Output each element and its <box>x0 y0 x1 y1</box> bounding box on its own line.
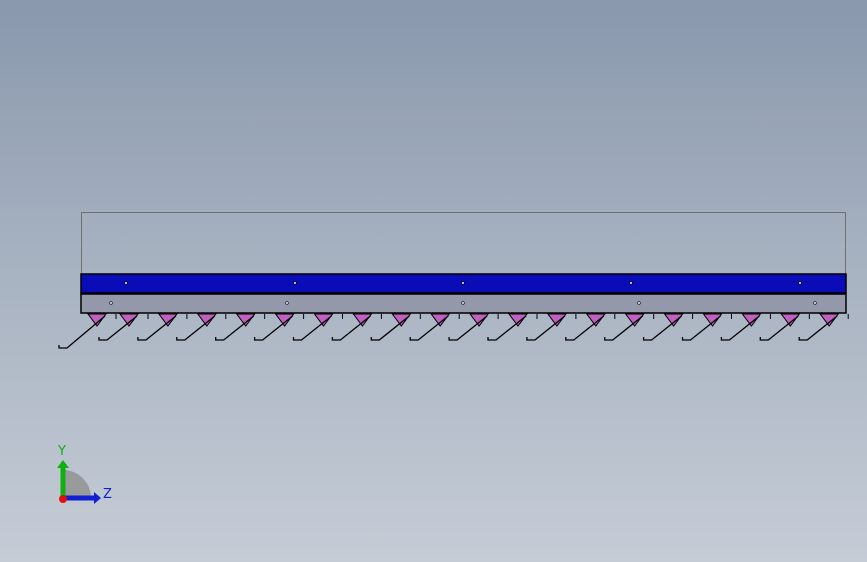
y-axis-arrowhead <box>57 460 69 468</box>
tooth-triangle <box>741 313 762 327</box>
tooth <box>409 313 460 341</box>
tooth <box>370 313 421 341</box>
tooth-triangle <box>274 313 295 327</box>
tooth-triangle <box>585 313 606 327</box>
x-axis-dot <box>59 495 67 503</box>
hook-line <box>370 315 410 341</box>
tooth <box>58 313 117 349</box>
tooth-triangle <box>235 313 256 327</box>
tooth <box>526 313 577 341</box>
tooth-triangle <box>391 313 412 327</box>
tooth-triangle <box>546 313 567 327</box>
tooth-triangle <box>508 313 528 327</box>
hole-marker <box>461 301 465 305</box>
bounding-box-outline <box>81 212 846 275</box>
tooth <box>215 313 266 341</box>
triad-quadrant <box>63 470 91 498</box>
tooth-triangle <box>119 313 139 327</box>
tooth <box>331 313 382 341</box>
hook-line <box>448 315 488 341</box>
tooth <box>292 313 343 341</box>
tooth-triangle <box>430 313 451 327</box>
tooth <box>253 313 305 341</box>
view-triad[interactable]: Y Z <box>57 444 112 504</box>
hook-line <box>58 315 106 349</box>
hook-line <box>487 315 527 341</box>
y-axis-label: Y <box>57 444 66 459</box>
hook-line <box>137 315 177 341</box>
tooth-triangle <box>352 313 373 327</box>
hole-marker <box>461 281 465 285</box>
teeth-group <box>58 313 849 349</box>
tooth <box>681 313 732 341</box>
hook-line <box>215 315 255 341</box>
tooth-triangle <box>157 313 178 327</box>
z-axis-arrowhead <box>94 492 101 504</box>
hook-line <box>176 315 216 341</box>
hook-line <box>253 315 294 341</box>
hook-line <box>798 315 838 341</box>
hole-markers <box>109 281 817 305</box>
tooth-triangle <box>780 313 801 327</box>
tooth-triangle <box>819 313 840 327</box>
tooth-triangle <box>663 313 684 327</box>
tooth-triangle <box>196 313 217 327</box>
hole-marker <box>629 281 633 285</box>
z-axis-label: Z <box>103 487 112 502</box>
tooth <box>137 313 188 341</box>
tooth <box>98 313 149 341</box>
hole-marker <box>124 281 128 285</box>
tooth <box>759 313 810 341</box>
hook-line <box>565 315 605 341</box>
hole-marker <box>109 301 113 305</box>
tooth-triangle <box>87 313 107 327</box>
hook-line <box>526 315 566 341</box>
tooth <box>604 313 655 341</box>
hole-marker <box>637 301 641 305</box>
hole-marker <box>285 301 289 305</box>
tooth <box>720 313 771 341</box>
hook-line <box>409 315 449 341</box>
tooth <box>565 313 616 341</box>
tooth <box>448 313 499 341</box>
hole-marker <box>293 281 297 285</box>
hook-line <box>98 315 138 341</box>
tooth <box>487 313 538 341</box>
tooth-triangle <box>469 313 490 327</box>
hook-line <box>604 315 644 341</box>
hook-line <box>292 315 332 341</box>
hook-line <box>759 315 799 341</box>
hole-marker <box>798 281 802 285</box>
hook-line <box>331 315 371 341</box>
hole-marker <box>813 301 817 305</box>
hook-line <box>681 315 721 341</box>
tooth <box>176 313 227 341</box>
hook-line <box>642 315 683 341</box>
tooth-triangle <box>624 313 645 327</box>
tooth <box>642 313 694 341</box>
tooth <box>798 313 849 341</box>
hook-line <box>720 315 760 341</box>
tooth-triangle <box>313 313 334 327</box>
tooth-triangle <box>702 313 723 327</box>
